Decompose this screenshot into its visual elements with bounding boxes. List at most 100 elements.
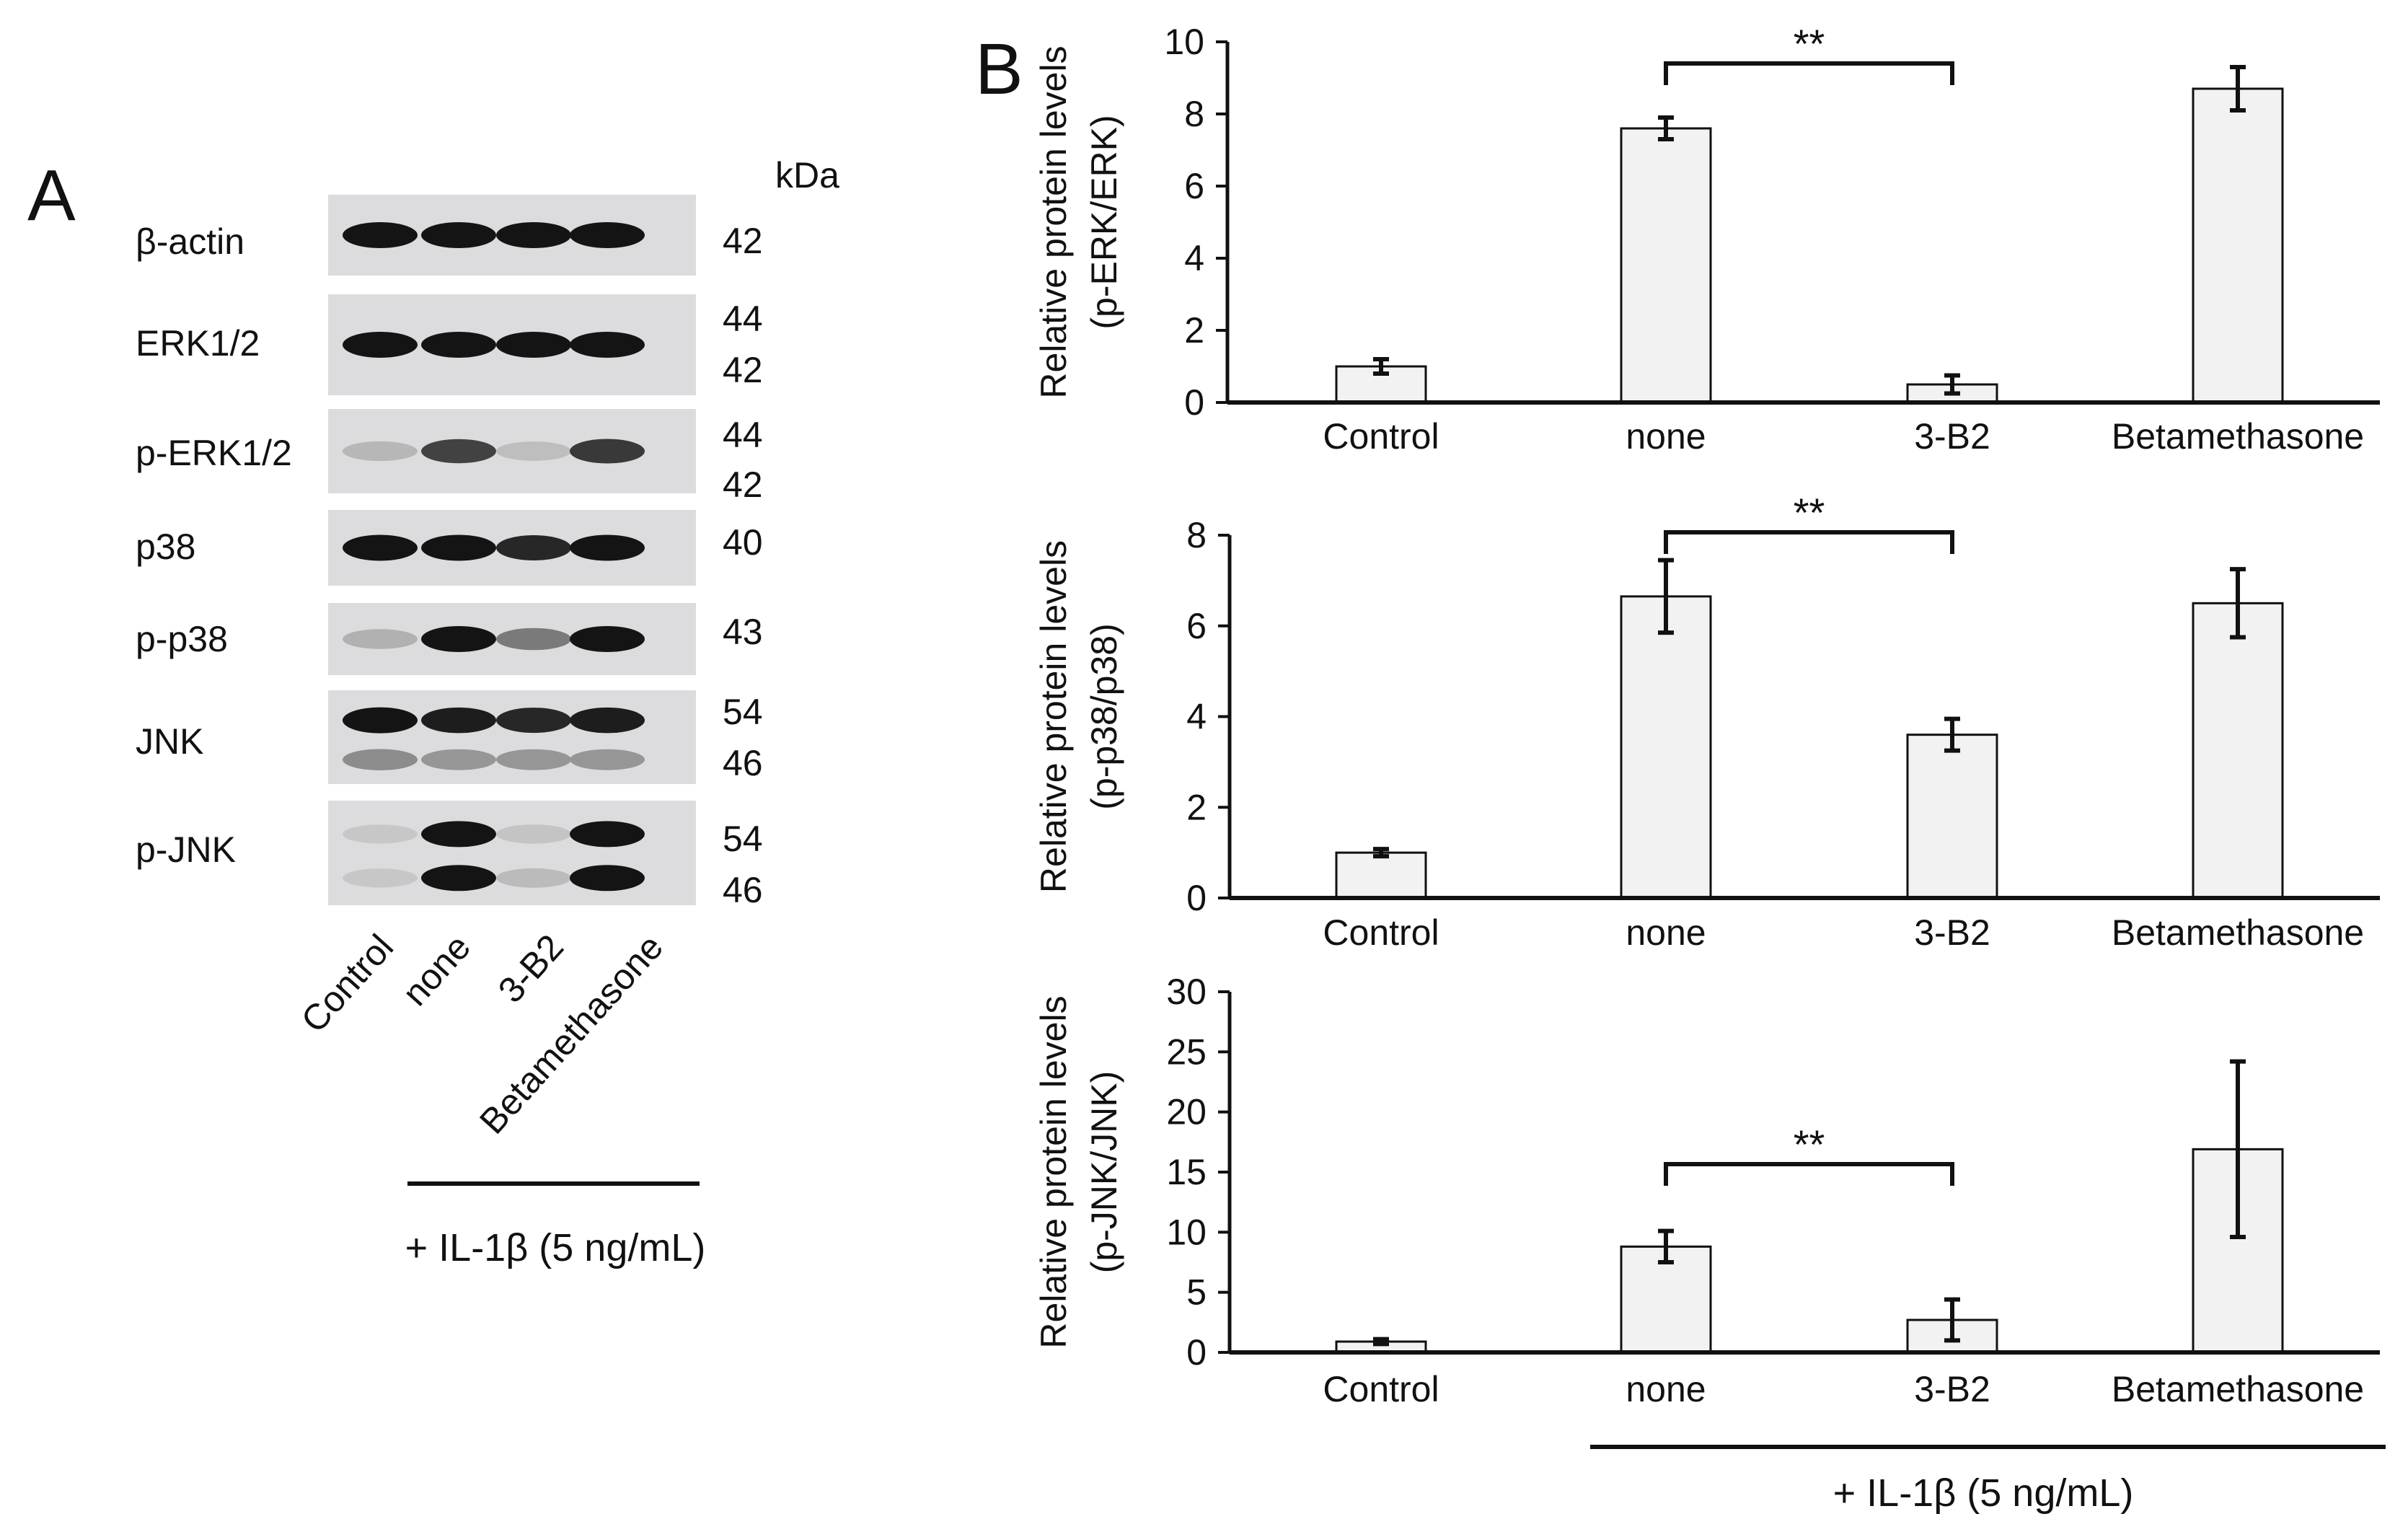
y-tick-label: 10	[1164, 22, 1204, 62]
error-bar	[1373, 357, 1389, 376]
blot-band	[496, 708, 571, 734]
y-axis-label: Relative protein levels	[1033, 995, 1074, 1348]
y-tick-label: 4	[1186, 697, 1207, 737]
blot-band	[421, 439, 496, 464]
kda-marker: 54	[723, 692, 763, 732]
significance-bracket: **	[1664, 21, 1954, 85]
y-tick-label: 10	[1166, 1212, 1207, 1252]
y-axis-label: Relative protein levels	[1033, 45, 1074, 398]
blot-band	[570, 821, 645, 848]
bar	[1620, 127, 1712, 404]
treatment-label-b: + IL-1β (5 ng/mL)	[1833, 1471, 2134, 1515]
blot-strip: p-JNK 54 46	[136, 801, 763, 910]
blot-band	[496, 628, 571, 651]
y-tick-label: 6	[1186, 606, 1207, 646]
blot-band	[496, 222, 571, 248]
y-tick-label: 0	[1186, 1332, 1207, 1373]
x-tick-label: none	[1626, 416, 1706, 457]
blot-band	[421, 707, 496, 734]
blot-strip: p-ERK1/2 44 42	[136, 409, 763, 505]
blot-label: ERK1/2	[136, 323, 260, 364]
y-tick-label: 20	[1166, 1092, 1207, 1132]
blot-strip: ERK1/2 44 42	[136, 294, 763, 395]
blot-strip: JNK 54 46	[136, 690, 763, 784]
blot-band	[570, 749, 645, 770]
y-axis-label: (p-ERK/ERK)	[1084, 115, 1124, 329]
lane-label: 3-B2	[490, 927, 571, 1011]
kda-marker: 46	[723, 870, 763, 910]
blot-band	[343, 222, 418, 248]
significance-label: **	[1794, 21, 1825, 66]
bar-chart: 0 2 4 6 8 10 Relative protein levels (p-ERK/ERK…	[1033, 21, 2380, 457]
blot-band	[343, 868, 418, 888]
y-tick-label: 8	[1186, 515, 1207, 555]
blot-strip: p-p38 43	[136, 603, 763, 675]
y-tick-label: 4	[1184, 238, 1204, 278]
y-axis-label: (p-p38/p38)	[1084, 623, 1124, 810]
x-tick-label: 3-B2	[1914, 416, 1990, 457]
y-tick-label: 5	[1186, 1272, 1207, 1313]
bar-chart: 0 2 4 6 8 Relative protein levels (p-p38/p38) C…	[1033, 490, 2380, 953]
blot-band	[343, 332, 418, 358]
kda-marker: 43	[723, 612, 763, 652]
bar	[2192, 602, 2284, 899]
y-tick-label: 30	[1166, 972, 1207, 1012]
y-tick-label: 2	[1184, 310, 1204, 351]
blot-strips: β-actin 42 ERK1/2 44 42 p-ERK1/2 44 42 p38 40 p-p3…	[136, 195, 763, 910]
blot-label: p-JNK	[136, 829, 236, 870]
kda-marker: 46	[723, 743, 763, 783]
y-tick-label: 25	[1166, 1031, 1207, 1072]
bar	[1335, 851, 1427, 899]
blot-band	[570, 865, 645, 892]
kda-marker: 42	[723, 221, 763, 261]
lane-label: Betamethasone	[472, 927, 671, 1142]
x-tick-label: Betamethasone	[2112, 1369, 2364, 1409]
blot-band	[421, 821, 496, 848]
significance-bracket: **	[1664, 490, 1954, 554]
significance-label: **	[1794, 1122, 1825, 1167]
blot-band	[421, 332, 496, 358]
blot-band	[570, 439, 645, 464]
kda-marker: 40	[723, 522, 763, 563]
blot-band	[496, 749, 571, 770]
blot-band	[496, 868, 571, 888]
x-tick-label: Betamethasone	[2112, 912, 2364, 953]
significance-bracket: **	[1664, 1122, 1954, 1186]
blot-band	[570, 707, 645, 734]
x-tick-label: 3-B2	[1914, 912, 1990, 953]
blot-band	[570, 222, 645, 248]
error-bar	[1658, 558, 1674, 635]
y-tick-label: 6	[1184, 166, 1204, 206]
y-axis-label: (p-JNK/JNK)	[1084, 1071, 1124, 1274]
blot-band	[343, 707, 418, 734]
error-bar	[1373, 1337, 1389, 1347]
treatment-label-a: + IL-1β (5 ng/mL)	[405, 1226, 706, 1269]
y-tick-label: 2	[1186, 787, 1207, 827]
error-bar	[2230, 567, 2246, 640]
y-tick-label: 8	[1184, 94, 1204, 134]
blot-band	[343, 629, 418, 649]
x-tick-label: 3-B2	[1914, 1369, 1990, 1409]
blot-band	[343, 441, 418, 462]
kda-marker: 54	[723, 819, 763, 859]
blot-strip: β-actin 42	[136, 195, 763, 276]
error-bar	[1944, 716, 1960, 753]
blot-band	[421, 222, 496, 248]
blot-strip: p38 40	[136, 510, 763, 586]
blot-band	[343, 824, 418, 844]
x-tick-label: Control	[1323, 912, 1439, 953]
blot-band	[421, 626, 496, 652]
blot-label: p-p38	[136, 619, 228, 659]
blot-band	[421, 534, 496, 561]
y-axis-label: Relative protein levels	[1033, 540, 1074, 893]
x-tick-label: Betamethasone	[2112, 416, 2364, 457]
panel-a-label: A	[27, 155, 76, 236]
lane-label: none	[394, 927, 478, 1013]
blot-band	[570, 534, 645, 561]
error-bar	[1658, 1228, 1674, 1264]
blot-band	[343, 749, 418, 770]
blot-band	[496, 441, 571, 461]
